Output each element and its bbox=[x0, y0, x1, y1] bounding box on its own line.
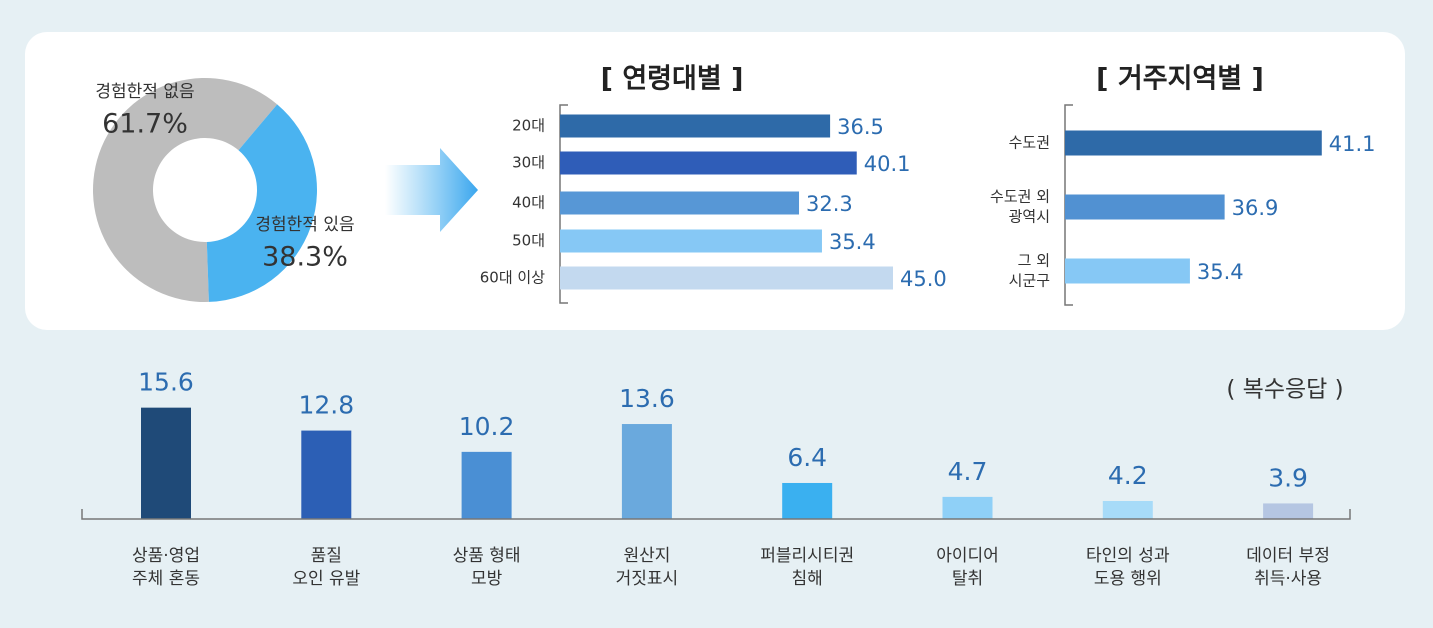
donut-slice bbox=[93, 77, 278, 303]
bar bbox=[461, 451, 512, 519]
category-label: 취득·사용 bbox=[1254, 569, 1322, 589]
category-label: 거짓표시 bbox=[616, 569, 679, 589]
bar bbox=[1065, 194, 1225, 220]
bar bbox=[560, 114, 831, 138]
slice-value: 61.7% bbox=[102, 109, 188, 140]
chart-title: [ 연령대별 ] bbox=[601, 64, 744, 95]
bar bbox=[1065, 258, 1190, 284]
value-label: 32.3 bbox=[806, 192, 853, 216]
donut-slice bbox=[206, 104, 317, 302]
category-label: 시군구 bbox=[1009, 272, 1050, 290]
value-label: 6.4 bbox=[787, 443, 827, 472]
slice-label: 경험한적 없음 bbox=[95, 82, 194, 102]
bar bbox=[560, 151, 857, 175]
category-label: 침해 bbox=[792, 569, 823, 589]
value-label: 45.0 bbox=[900, 267, 947, 291]
value-label: 36.5 bbox=[837, 115, 884, 139]
bar bbox=[560, 266, 893, 290]
category-label: 수도권 bbox=[1009, 134, 1050, 152]
category-label: 그 외 bbox=[1018, 252, 1050, 270]
bar bbox=[560, 229, 822, 253]
value-label: 4.2 bbox=[1108, 461, 1148, 490]
value-label: 40.1 bbox=[864, 152, 911, 176]
category-label: 타인의 성과 bbox=[1086, 546, 1170, 566]
category-label: 20대 bbox=[512, 117, 545, 135]
value-label: 15.6 bbox=[138, 368, 194, 397]
bar bbox=[1065, 130, 1322, 156]
category-label: 상품 형태 bbox=[453, 546, 521, 566]
bar bbox=[1263, 503, 1314, 519]
bar bbox=[621, 424, 672, 519]
value-label: 36.9 bbox=[1232, 196, 1279, 220]
category-label: 상품·영업 bbox=[132, 546, 200, 566]
category-label: 수도권 외 bbox=[990, 188, 1050, 206]
value-label: 13.6 bbox=[619, 384, 675, 413]
bar bbox=[1102, 500, 1153, 519]
category-label: 탈취 bbox=[952, 569, 983, 589]
top-panel bbox=[25, 32, 1405, 330]
value-label: 12.8 bbox=[298, 391, 354, 420]
value-label: 35.4 bbox=[1197, 260, 1244, 284]
category-label: 30대 bbox=[512, 154, 545, 172]
value-label: 41.1 bbox=[1329, 132, 1376, 156]
category-label: 데이터 부정 bbox=[1246, 546, 1330, 566]
category-label: 원산지 bbox=[623, 546, 670, 566]
category-label: 오인 유발 bbox=[292, 569, 360, 589]
category-label: 도용 행위 bbox=[1094, 569, 1162, 589]
bar bbox=[301, 430, 352, 519]
chart-subtitle: ( 복수응답 ) bbox=[1226, 377, 1343, 403]
category-label: 퍼블리시티권 bbox=[760, 546, 854, 566]
bar bbox=[782, 482, 833, 519]
category-label: 60대 이상 bbox=[480, 269, 545, 287]
category-label: 아이디어 bbox=[936, 546, 999, 566]
arrow bbox=[385, 148, 478, 232]
baseline bbox=[81, 509, 1351, 520]
category-label: 광역시 bbox=[1009, 208, 1050, 226]
category-label: 품질 bbox=[311, 546, 342, 566]
category-label: 50대 bbox=[512, 232, 545, 250]
category-label: 모방 bbox=[471, 569, 503, 589]
value-label: 35.4 bbox=[829, 230, 876, 254]
category-label: 40대 bbox=[512, 194, 545, 212]
bar bbox=[141, 407, 191, 519]
value-label: 10.2 bbox=[459, 412, 515, 441]
category-label: 주체 혼동 bbox=[132, 569, 200, 589]
bar bbox=[560, 191, 800, 215]
bar bbox=[942, 496, 993, 519]
value-label: 4.7 bbox=[948, 457, 988, 486]
slice-label: 경험한적 있음 bbox=[255, 215, 354, 235]
slice-value: 38.3% bbox=[262, 242, 348, 273]
value-label: 3.9 bbox=[1268, 463, 1308, 492]
chart-title: [ 거주지역별 ] bbox=[1096, 64, 1264, 95]
